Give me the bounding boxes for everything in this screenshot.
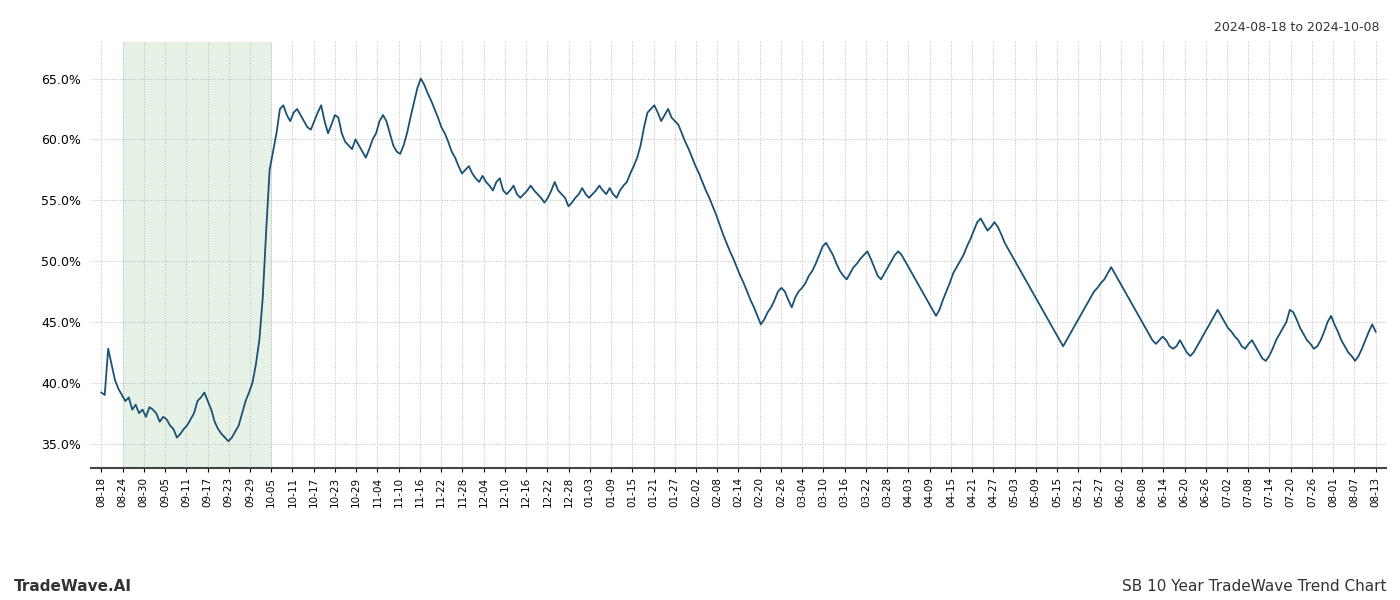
Text: SB 10 Year TradeWave Trend Chart: SB 10 Year TradeWave Trend Chart [1121, 579, 1386, 594]
Text: TradeWave.AI: TradeWave.AI [14, 579, 132, 594]
Bar [123, 42, 272, 468]
Text: 2024-08-18 to 2024-10-08: 2024-08-18 to 2024-10-08 [1214, 21, 1379, 34]
